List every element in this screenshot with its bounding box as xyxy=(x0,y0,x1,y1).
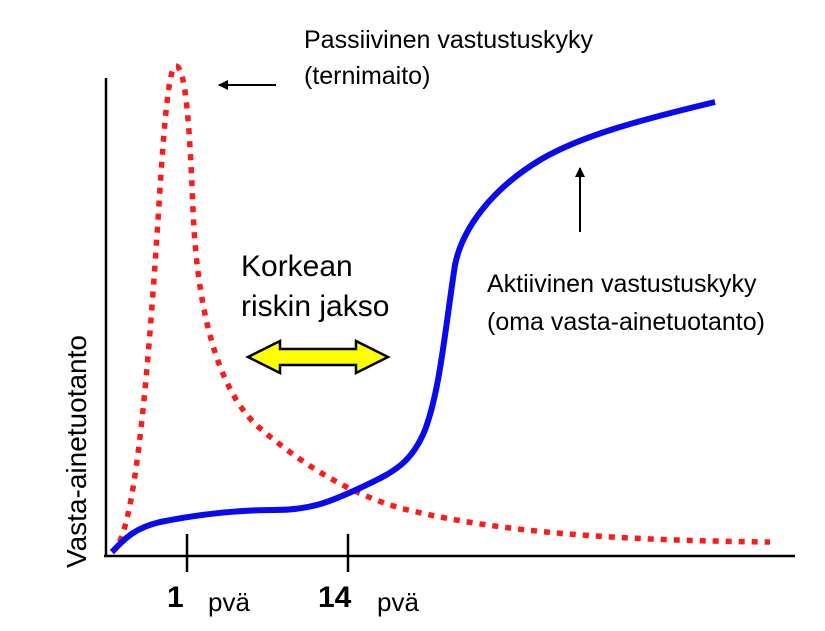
risk-label-line2: riskin jakso xyxy=(241,290,389,323)
passive-immunity-curve xyxy=(110,63,771,555)
active-immunity-curve xyxy=(109,99,716,555)
passive-label-line1: Passiivinen vastustuskyky xyxy=(304,26,594,54)
x-tick-label-14: 14 xyxy=(318,581,352,614)
active-label-line1: Aktiivinen vastustuskyky xyxy=(487,270,757,298)
passive-label-line2: (ternimaito) xyxy=(304,62,430,90)
x-tick-unit-14: pvä xyxy=(377,587,419,617)
x-tick-label-1: 1 xyxy=(167,581,184,614)
x-tick-unit-1: pvä xyxy=(208,587,250,617)
active-label-line2: (oma vasta-ainetuotanto) xyxy=(487,308,765,336)
y-axis-label: Vasta-ainetuotanto xyxy=(61,335,92,568)
risk-label-line1: Korkean xyxy=(241,250,353,283)
risk-period-double-arrow xyxy=(245,338,391,376)
